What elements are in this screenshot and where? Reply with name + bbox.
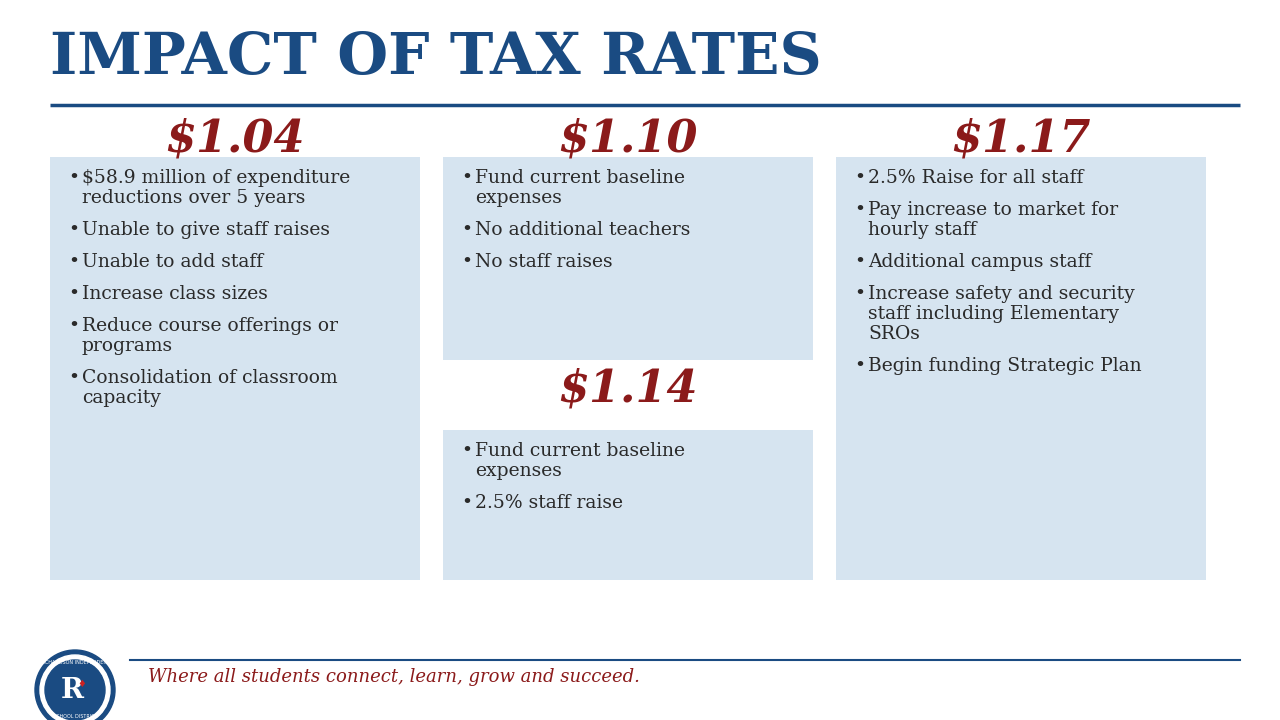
Text: No additional teachers: No additional teachers <box>475 221 690 239</box>
Text: reductions over 5 years: reductions over 5 years <box>82 189 306 207</box>
Text: expenses: expenses <box>475 462 562 480</box>
FancyBboxPatch shape <box>836 157 1206 580</box>
Text: expenses: expenses <box>475 189 562 207</box>
Circle shape <box>45 660 105 720</box>
Text: RICHARDSON INDEPENDENT: RICHARDSON INDEPENDENT <box>40 660 110 665</box>
Text: Additional campus staff: Additional campus staff <box>868 253 1092 271</box>
Text: capacity: capacity <box>82 389 161 407</box>
Text: $1.04: $1.04 <box>165 118 305 161</box>
Text: •: • <box>854 169 865 187</box>
Text: •: • <box>68 253 79 271</box>
Text: Fund current baseline: Fund current baseline <box>475 169 685 187</box>
Text: •: • <box>854 357 865 375</box>
Text: •: • <box>68 285 79 303</box>
Text: •: • <box>461 253 472 271</box>
Text: •: • <box>68 221 79 239</box>
FancyBboxPatch shape <box>50 157 420 580</box>
Text: •: • <box>68 369 79 387</box>
Text: Where all students connect, learn, grow and succeed.: Where all students connect, learn, grow … <box>148 668 640 686</box>
Text: Increase safety and security: Increase safety and security <box>868 285 1135 303</box>
Text: programs: programs <box>82 337 173 355</box>
Text: No staff raises: No staff raises <box>475 253 613 271</box>
Text: SROs: SROs <box>868 325 920 343</box>
Text: •: • <box>68 317 79 335</box>
Text: •: • <box>461 442 472 460</box>
Text: $1.10: $1.10 <box>558 118 698 161</box>
Text: Reduce course offerings or: Reduce course offerings or <box>82 317 338 335</box>
Text: Fund current baseline: Fund current baseline <box>475 442 685 460</box>
Text: 2.5% Raise for all staff: 2.5% Raise for all staff <box>868 169 1083 187</box>
FancyBboxPatch shape <box>443 157 813 360</box>
Text: •: • <box>461 494 472 512</box>
Text: $58.9 million of expenditure: $58.9 million of expenditure <box>82 169 351 187</box>
Text: SCHOOL DISTRICT: SCHOOL DISTRICT <box>52 714 97 719</box>
Circle shape <box>40 655 110 720</box>
Text: hourly staff: hourly staff <box>868 221 977 239</box>
Text: IMPACT OF TAX RATES: IMPACT OF TAX RATES <box>50 30 822 86</box>
Text: •: • <box>461 169 472 187</box>
Text: Unable to give staff raises: Unable to give staff raises <box>82 221 330 239</box>
Text: ♦: ♦ <box>78 679 86 689</box>
FancyBboxPatch shape <box>443 430 813 580</box>
Text: •: • <box>854 253 865 271</box>
Text: Unable to add staff: Unable to add staff <box>82 253 264 271</box>
Text: •: • <box>854 285 865 303</box>
Text: staff including Elementary: staff including Elementary <box>868 305 1119 323</box>
Text: R: R <box>60 677 83 703</box>
Text: •: • <box>68 169 79 187</box>
Text: •: • <box>854 201 865 219</box>
Text: Pay increase to market for: Pay increase to market for <box>868 201 1119 219</box>
Text: Consolidation of classroom: Consolidation of classroom <box>82 369 338 387</box>
Circle shape <box>35 650 115 720</box>
Text: $1.14: $1.14 <box>558 368 698 411</box>
Text: 2.5% staff raise: 2.5% staff raise <box>475 494 623 512</box>
Text: Increase class sizes: Increase class sizes <box>82 285 268 303</box>
Text: $1.17: $1.17 <box>951 118 1091 161</box>
Text: Begin funding Strategic Plan: Begin funding Strategic Plan <box>868 357 1142 375</box>
Text: •: • <box>461 221 472 239</box>
